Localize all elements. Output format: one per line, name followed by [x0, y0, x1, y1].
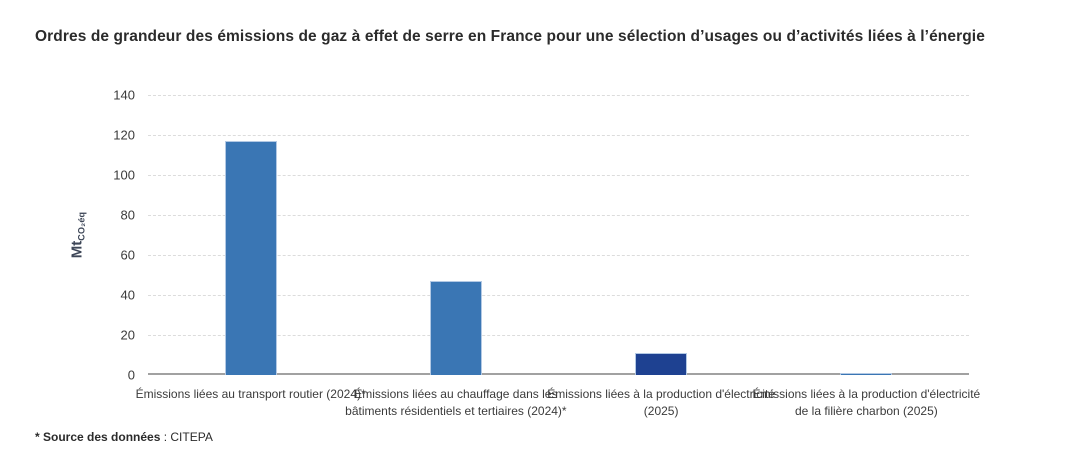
- source-note-value: : CITEPA: [160, 430, 213, 444]
- bar-0: [224, 141, 277, 375]
- y-tick-label: 140: [113, 87, 135, 103]
- bar-3: [840, 373, 893, 375]
- y-tick-label: 40: [120, 287, 135, 303]
- chart-title: Ordres de grandeur des émissions de gaz …: [35, 28, 985, 45]
- gridline: [148, 215, 969, 216]
- x-axis-line: [148, 373, 969, 375]
- x-category-label-2: Émissions liées à la production d'électr…: [547, 387, 775, 418]
- bar-1: [429, 281, 482, 375]
- source-note: * Source des données : CITEPA: [35, 430, 213, 444]
- gridline: [148, 175, 969, 176]
- x-category-label-0: Émissions liées au transport routier (20…: [135, 387, 366, 401]
- x-category-label-3: Émissions liées à la production d'électr…: [752, 387, 981, 418]
- y-tick-label: 60: [120, 247, 135, 263]
- y-tick-label: 80: [120, 207, 135, 223]
- bar-2: [635, 353, 688, 375]
- gridline: [148, 335, 969, 336]
- y-tick-label: 100: [113, 167, 135, 183]
- gridline: [148, 95, 969, 96]
- y-tick-label: 0: [127, 367, 135, 383]
- y-tick-label: 120: [113, 127, 135, 143]
- source-note-label: * Source des données: [35, 430, 161, 444]
- gridline: [148, 295, 969, 296]
- gridline: [148, 135, 969, 136]
- y-axis-tick-labels: 0 20 40 60 80 100 120 140: [55, 89, 135, 382]
- x-category-label-1: Émissions liées au chauffage dans les bâ…: [345, 387, 567, 418]
- plot-area: [148, 95, 969, 375]
- x-axis-category-labels: Émissions liées au transport routier (20…: [0, 386, 1090, 442]
- y-tick-label: 20: [120, 327, 135, 343]
- gridline: [148, 255, 969, 256]
